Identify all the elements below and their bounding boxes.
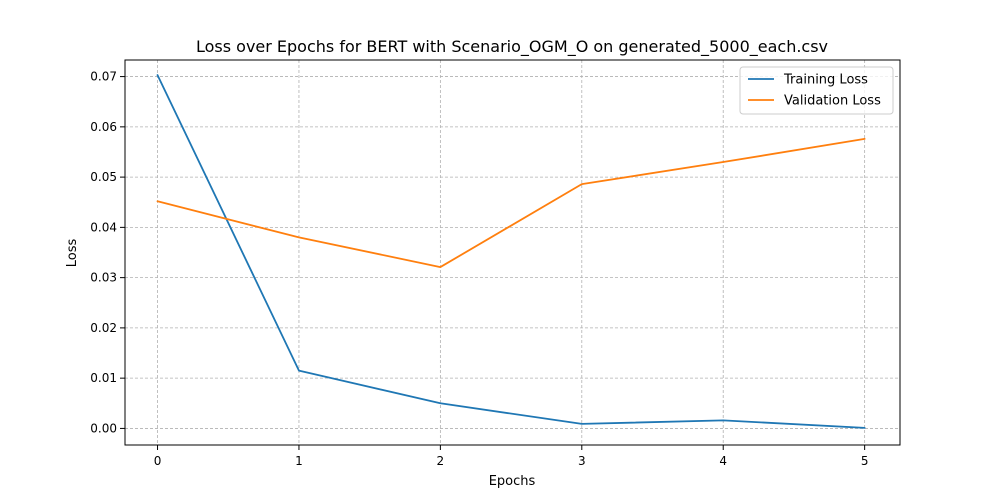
y-tick-label: 0.06 bbox=[90, 120, 117, 134]
x-tick-label: 0 bbox=[154, 454, 162, 468]
x-tick-label: 1 bbox=[295, 454, 303, 468]
y-tick-label: 0.03 bbox=[90, 271, 117, 285]
x-tick-label: 2 bbox=[437, 454, 445, 468]
y-tick-label: 0.04 bbox=[90, 220, 117, 234]
y-tick-label: 0.01 bbox=[90, 371, 117, 385]
legend-box bbox=[739, 66, 894, 115]
chart-title: Loss over Epochs for BERT with Scenario_… bbox=[196, 37, 828, 57]
legend-label-validation-loss: Validation Loss bbox=[784, 94, 881, 109]
plot-area-frame bbox=[124, 59, 901, 446]
y-tick-label: 0.07 bbox=[90, 70, 117, 84]
x-axis-label: Epochs bbox=[489, 474, 536, 489]
legend-label-training-loss: Training Loss bbox=[783, 73, 868, 88]
grid bbox=[125, 60, 900, 445]
y-tick-label: 0.00 bbox=[90, 421, 117, 435]
y-tick-label: 0.02 bbox=[90, 321, 117, 335]
x-tick-label: 4 bbox=[719, 454, 727, 468]
x-tick-label: 5 bbox=[861, 454, 869, 468]
series-line-validation-loss bbox=[156, 138, 866, 268]
y-axis-label: Loss bbox=[65, 239, 80, 268]
legend: Training Loss Validation Loss bbox=[739, 66, 894, 115]
series-lines bbox=[156, 74, 866, 429]
axis-ticks: 0 1 2 3 4 5 0.00 0.01 0.02 0.03 0.04 0.05 0.06 0.07 bbox=[90, 70, 868, 468]
y-tick-label: 0.05 bbox=[90, 170, 117, 184]
x-tick-label: 3 bbox=[578, 454, 586, 468]
series-line-training-loss bbox=[156, 74, 866, 429]
